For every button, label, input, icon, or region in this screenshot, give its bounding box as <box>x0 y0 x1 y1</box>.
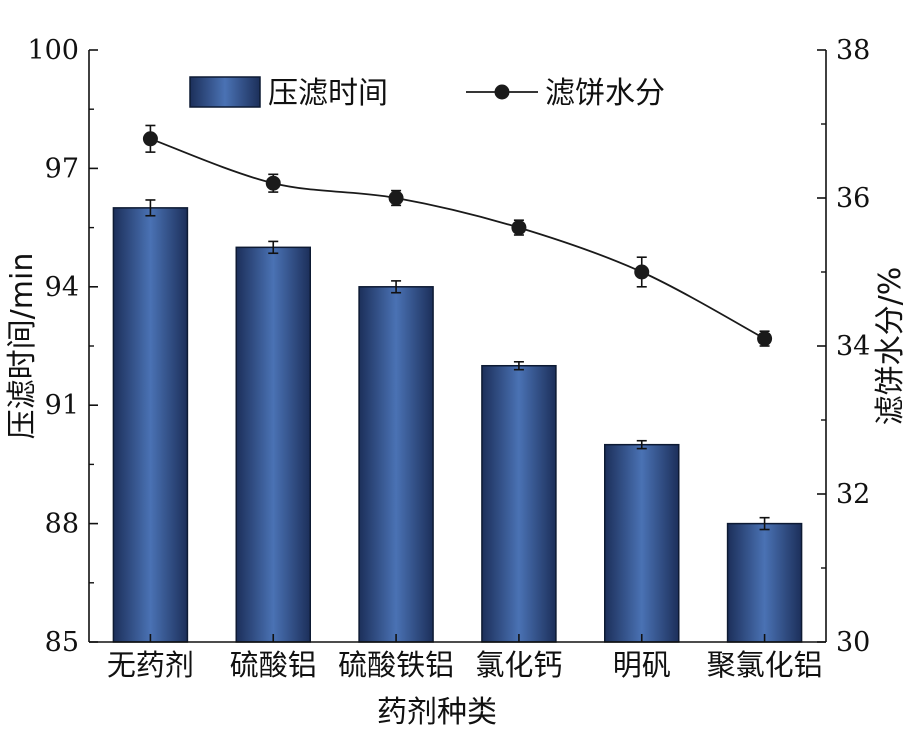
y-tick-label: 85 <box>45 627 79 658</box>
bar <box>604 443 680 643</box>
y2-tick-label: 30 <box>836 627 870 658</box>
y2-tick-label: 36 <box>836 183 870 214</box>
plot-area <box>112 124 803 643</box>
x-tick-label: 明矾 <box>613 648 671 682</box>
legend-label-line: 滤饼水分 <box>545 76 665 111</box>
bar <box>726 522 803 643</box>
line-series <box>150 137 766 340</box>
line-point <box>142 131 158 147</box>
y-tick-label: 100 <box>27 35 79 66</box>
bar <box>481 364 557 643</box>
legend-swatch-bar <box>189 76 261 108</box>
axes: 85 88 91 94 97 100 30 32 34 36 38 无药剂 硫酸铝 硫酸铁铝 氯化钙 明矾 聚氯… <box>27 35 870 682</box>
legend-label-bar: 压滤时间 <box>268 76 388 111</box>
y2-tick-label: 34 <box>836 331 870 362</box>
x-tick-label: 聚氯化铝 <box>707 648 823 682</box>
x-tick-label: 无药剂 <box>107 648 194 682</box>
x-tick-label: 氯化钙 <box>475 648 562 682</box>
y-tick-label: 94 <box>45 272 79 303</box>
y2-tick-label: 32 <box>836 479 870 510</box>
y-axis-title: 压滤时间/min <box>5 253 40 440</box>
x-tick-label: 硫酸铝 <box>230 648 317 682</box>
y-tick-label: 91 <box>45 390 79 421</box>
line-point <box>511 220 527 236</box>
y2-axis-title: 滤饼水分/% <box>873 267 908 426</box>
x-tick-label: 硫酸铁铝 <box>338 648 454 682</box>
line-point <box>388 190 404 206</box>
line-point <box>757 331 773 347</box>
x-axis-title: 药剂种类 <box>377 695 497 730</box>
bar <box>235 246 311 643</box>
legend-swatch-marker <box>494 84 510 100</box>
legend: 压滤时间 滤饼水分 <box>189 76 665 111</box>
line-point <box>634 264 650 280</box>
y-tick-label: 97 <box>45 153 79 184</box>
y2-tick-label: 38 <box>836 35 870 66</box>
bar <box>358 286 434 643</box>
bar <box>112 207 189 643</box>
y-tick-label: 88 <box>45 509 79 540</box>
line-point <box>265 175 281 191</box>
